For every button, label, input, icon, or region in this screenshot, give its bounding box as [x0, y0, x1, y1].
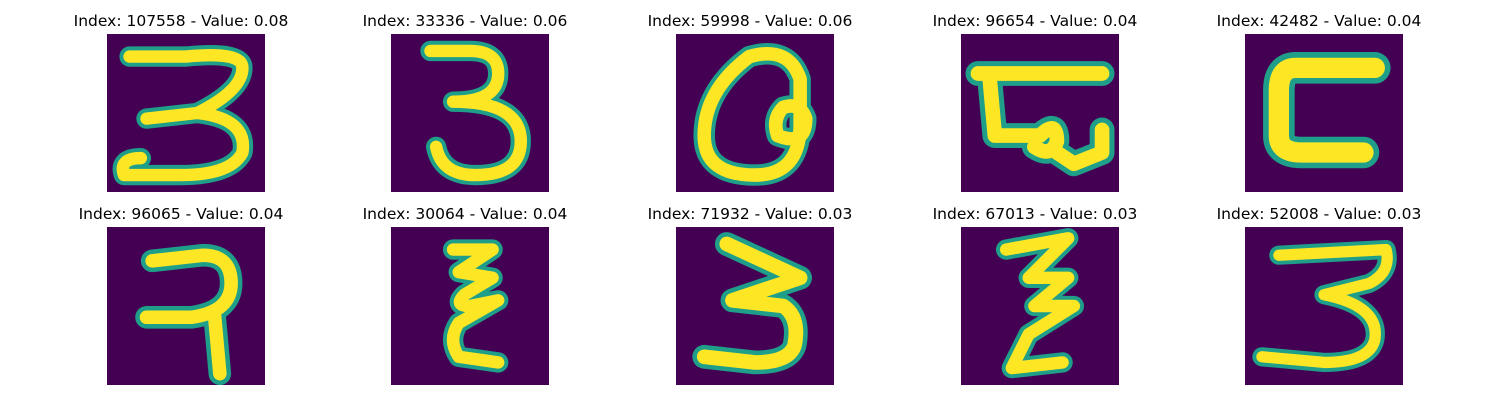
loop-glyph-icon — [676, 34, 834, 192]
seven-glyph-icon — [107, 227, 265, 385]
panel-title: Index: 52008 - Value: 0.03 — [1216, 205, 1422, 223]
panel-title: Index: 59998 - Value: 0.06 — [647, 12, 853, 30]
panel-title: Index: 30064 - Value: 0.04 — [362, 205, 568, 223]
zigzag-glyph-icon — [961, 227, 1119, 385]
panel-title: Index: 96654 - Value: 0.04 — [932, 12, 1138, 30]
panel-title: Index: 107558 - Value: 0.08 — [73, 12, 289, 30]
digit-3-icon — [676, 227, 834, 385]
panel-title: Index: 71932 - Value: 0.03 — [647, 205, 853, 223]
c-glyph-icon — [1245, 34, 1403, 192]
flag-glyph-icon — [961, 34, 1119, 192]
digit-3-icon — [1245, 227, 1403, 385]
panel-title: Index: 67013 - Value: 0.03 — [932, 205, 1138, 223]
digit-3-icon — [107, 34, 265, 192]
digit-3-icon — [391, 34, 549, 192]
panel-title: Index: 96065 - Value: 0.04 — [78, 205, 284, 223]
panel-title: Index: 33336 - Value: 0.06 — [362, 12, 568, 30]
zigzag-glyph-icon — [391, 227, 549, 385]
panel-title: Index: 42482 - Value: 0.04 — [1216, 12, 1422, 30]
